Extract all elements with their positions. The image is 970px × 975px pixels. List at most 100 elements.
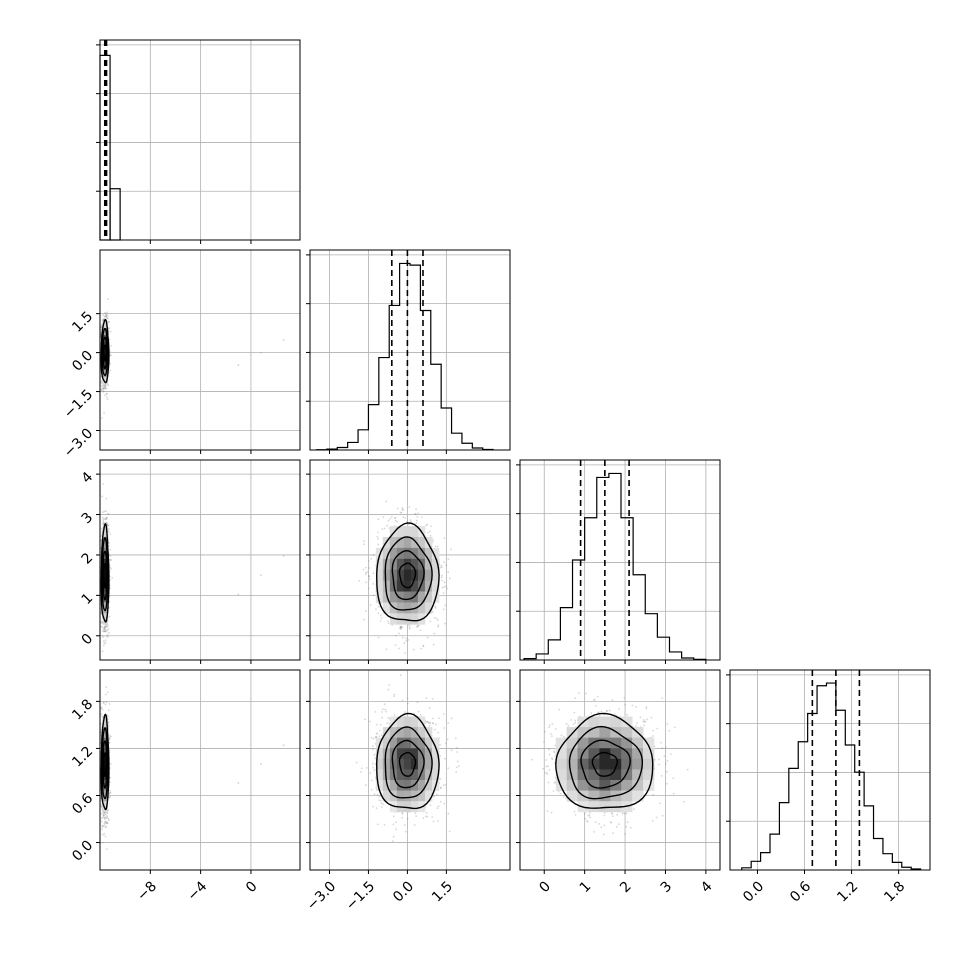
density-cell (621, 780, 633, 791)
scatter-point (101, 379, 103, 382)
contour-level (580, 739, 631, 789)
scatter-point (370, 779, 373, 782)
scatter-point (626, 821, 629, 824)
joint-content (358, 500, 452, 654)
scatter-point (383, 824, 386, 826)
scatter-point (630, 826, 632, 829)
density-cell (382, 790, 391, 802)
scatter-point (111, 577, 114, 579)
scatter-point (406, 520, 409, 522)
density-cell (431, 758, 440, 770)
scatter-point (401, 636, 404, 639)
scatter-point (415, 508, 417, 511)
density-cell (632, 780, 644, 791)
density-cell (431, 737, 440, 749)
scatter-point (643, 724, 646, 727)
scatter-point (414, 513, 417, 516)
scatter-point (109, 776, 111, 779)
scatter-point (372, 737, 375, 740)
density-cell (424, 591, 433, 603)
scatter-point (380, 734, 383, 737)
scatter-point (414, 812, 417, 815)
density-cell (417, 602, 426, 614)
scatter-point (370, 736, 373, 739)
density-cell (417, 569, 426, 582)
scatter-point (260, 351, 262, 354)
scatter-point (413, 712, 415, 715)
scatter-point (394, 516, 397, 519)
scatter-point (442, 713, 445, 715)
density-cell (375, 758, 384, 770)
density-cell (566, 790, 578, 802)
scatter-point (603, 824, 606, 827)
contour-level (101, 327, 109, 376)
scatter-point (392, 815, 395, 818)
scatter-point (400, 627, 403, 629)
density-cell (588, 758, 600, 770)
scatter-point (109, 559, 112, 562)
scatter-point (574, 719, 576, 722)
scatter-point (554, 755, 557, 758)
scatter-point (102, 390, 105, 393)
scatter-point (101, 324, 103, 326)
scatter-point (102, 523, 105, 525)
scatter-point (100, 325, 102, 328)
contour-level (100, 522, 110, 623)
scatter-point (426, 815, 429, 818)
scatter-point (653, 758, 656, 761)
scatter-point (104, 312, 107, 315)
scatter-point (100, 625, 103, 628)
scatter-point (553, 750, 555, 752)
scatter-point (603, 814, 606, 817)
scatter-point (375, 608, 377, 611)
density-cell (396, 536, 405, 549)
density-cell (102, 801, 108, 813)
scatter-point (428, 707, 431, 709)
scatter-point (103, 817, 106, 819)
density-cell (643, 737, 655, 749)
scatter-point (237, 782, 240, 784)
scatter-point (282, 339, 285, 342)
density-cell (102, 716, 108, 728)
scatter-point (422, 644, 425, 647)
scatter-point (439, 800, 442, 803)
scatter-point (429, 530, 431, 533)
density-cell (410, 748, 419, 760)
density-cell (621, 716, 633, 728)
scatter-point (369, 720, 371, 723)
scatter-point (100, 807, 103, 810)
scatter-point (106, 629, 109, 632)
scatter-point (635, 706, 637, 708)
scatter-point (431, 610, 434, 613)
scatter-point (419, 713, 422, 716)
scatter-point (425, 815, 427, 818)
density-cell (566, 769, 578, 781)
contours (100, 522, 110, 623)
density-cell (102, 349, 108, 357)
scatter-point (100, 706, 103, 709)
scatter-point (107, 512, 110, 515)
scatter-point (415, 519, 418, 522)
scatter-point (106, 633, 109, 636)
contour-level (100, 713, 110, 811)
panel-frame (99, 39, 301, 241)
scatter-point (448, 577, 451, 580)
density-cell (389, 558, 398, 571)
density-cell (599, 801, 611, 813)
scatter-point (550, 811, 553, 814)
scatter-point (108, 737, 111, 740)
density-cell (588, 790, 600, 802)
scatter-point (578, 692, 580, 695)
scatter-point (642, 719, 645, 721)
scatter-point (105, 387, 108, 390)
scatter-point (108, 528, 110, 530)
scatter-point (100, 381, 102, 384)
scatter-point (399, 626, 402, 628)
scatter-point (406, 817, 409, 820)
scatter-point (428, 724, 431, 727)
scatter-point (107, 330, 110, 333)
scatter-point (443, 802, 446, 805)
scatter-point (376, 732, 379, 735)
scatter-point (104, 642, 107, 644)
scatter-point (419, 629, 422, 632)
